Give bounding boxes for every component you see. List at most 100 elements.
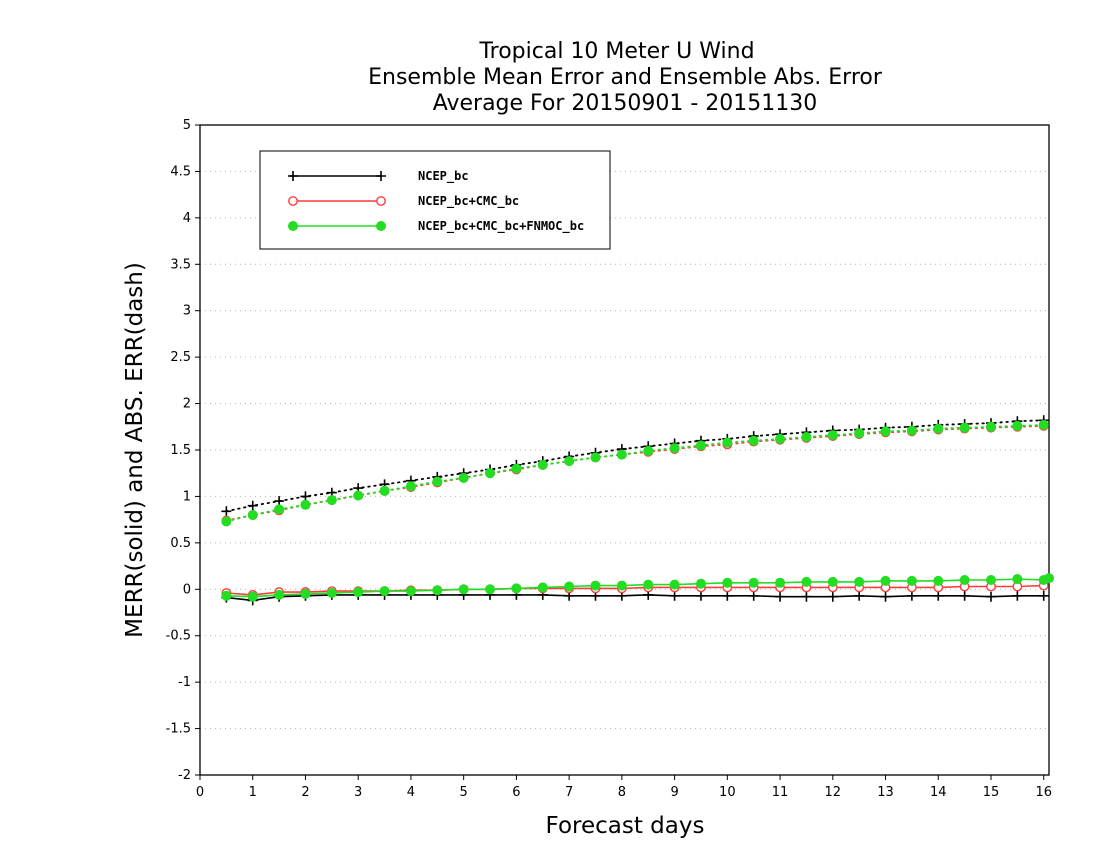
merr-line	[226, 594, 1044, 602]
merr-point	[458, 584, 469, 595]
merr-line	[226, 584, 1044, 596]
abs-err-point	[590, 452, 601, 463]
merr-point	[221, 590, 232, 601]
merr-point	[827, 576, 838, 587]
abs-err-point	[485, 468, 496, 479]
x-tick-label: 12	[825, 785, 842, 800]
abs-err-point	[854, 428, 865, 439]
x-axis-label: Forecast days	[546, 813, 705, 839]
x-tick-label: 0	[196, 785, 204, 800]
abs-err-point	[247, 510, 258, 520]
legend-label: NCEP_bc	[418, 169, 469, 184]
abs-err-point	[379, 485, 390, 496]
abs-err-point	[1038, 419, 1049, 430]
abs-err-point	[274, 496, 285, 507]
x-tick-label: 15	[983, 785, 1000, 800]
y-tick-label: 3.5	[170, 257, 191, 272]
merr-point	[854, 590, 865, 601]
abs-err-point	[274, 504, 285, 515]
abs-err-point	[748, 435, 759, 446]
grid	[200, 170, 1049, 730]
merr-point	[801, 591, 812, 602]
x-tick-label: 4	[407, 785, 415, 800]
y-tick-label: 0.5	[170, 536, 191, 551]
merr-point	[906, 575, 917, 586]
abs-err-point	[959, 422, 970, 433]
merr-point	[854, 576, 865, 587]
merr-point	[616, 580, 627, 591]
abs-err-point	[511, 463, 522, 474]
y-tick-label: -1	[178, 675, 191, 690]
x-tick-label: 3	[354, 785, 362, 800]
title-line-3: Average For 20150901 - 20151130	[433, 91, 818, 116]
title-line-1: Tropical 10 Meter U Wind	[478, 39, 754, 64]
abs-err-point	[801, 432, 812, 442]
merr-point	[1038, 590, 1049, 601]
y-tick-label: 2	[183, 397, 191, 412]
chart-title: Tropical 10 Meter U Wind Ensemble Mean E…	[368, 39, 883, 116]
abs-err-point	[247, 500, 258, 511]
abs-err-point	[775, 433, 786, 444]
y-tick-label: 4	[183, 211, 191, 226]
abs-err-point	[221, 506, 232, 517]
legend-label: NCEP_bc+CMC_bc+FNMOC_bc	[418, 219, 584, 234]
y-tick-label: 1	[183, 489, 191, 504]
merr-point	[432, 585, 443, 596]
abs-err-point	[933, 423, 944, 434]
merr-point	[1012, 590, 1023, 601]
merr-point	[748, 590, 759, 601]
abs-err-line	[225, 419, 1045, 513]
abs-err-point	[695, 440, 706, 451]
y-tick-label: -1.5	[166, 722, 191, 737]
legend-marker	[376, 221, 386, 231]
abs-err-point	[405, 481, 416, 492]
legend-marker	[376, 196, 386, 206]
x-tick-label: 7	[565, 785, 573, 800]
merr-point	[326, 588, 337, 598]
axis-ticks: 54.543.532.521.510.50-0.5-1-1.5-20 1 2 3 4 5 6…	[166, 118, 1052, 800]
abs-err-point	[564, 456, 575, 467]
merr-point	[353, 587, 364, 598]
abs-err-point	[221, 516, 232, 527]
merr-point	[1012, 574, 1023, 585]
merr-point	[405, 586, 416, 597]
legend-marker	[288, 171, 298, 181]
legend-marker	[288, 196, 298, 206]
abs-err-point	[537, 459, 548, 470]
merr-point	[695, 578, 706, 589]
merr-point	[775, 577, 786, 588]
merr-point	[247, 591, 258, 602]
merr-point	[300, 588, 311, 599]
merr-point	[933, 590, 944, 601]
x-tick-label: 8	[618, 785, 626, 800]
merr-point	[722, 577, 733, 588]
abs-err-line	[225, 425, 1045, 522]
merr-point	[933, 575, 944, 586]
series-2	[221, 419, 1054, 602]
legend: NCEP_bc NCEP_bc+CMC_bc NCEP_bc+CMC_bc+FNMO…	[259, 150, 611, 250]
merr-point	[959, 575, 970, 585]
legend-box	[259, 150, 611, 250]
y-tick-label: -2	[178, 768, 191, 783]
legend-label: NCEP_bc+CMC_bc	[418, 194, 519, 209]
y-tick-label: 2.5	[170, 350, 191, 365]
x-tick-label: 11	[772, 785, 789, 800]
merr-point	[748, 577, 759, 588]
x-tick-label: 5	[460, 785, 468, 800]
abs-err-point	[300, 499, 311, 510]
abs-err-point	[432, 476, 443, 487]
merr-point	[827, 591, 838, 602]
abs-err-point	[616, 449, 627, 460]
y-tick-label: 4.5	[170, 164, 191, 179]
series-layer	[221, 415, 1054, 606]
y-tick-label: 3	[183, 304, 191, 319]
abs-err-point	[458, 472, 469, 483]
abs-err-point	[1012, 420, 1023, 431]
x-tick-label: 10	[719, 785, 736, 800]
merr-point	[1044, 573, 1054, 584]
abs-err-point	[906, 425, 917, 436]
abs-err-point	[353, 490, 364, 501]
merr-point	[985, 575, 996, 585]
x-tick-label: 16	[1035, 785, 1052, 800]
merr-point	[643, 579, 654, 590]
